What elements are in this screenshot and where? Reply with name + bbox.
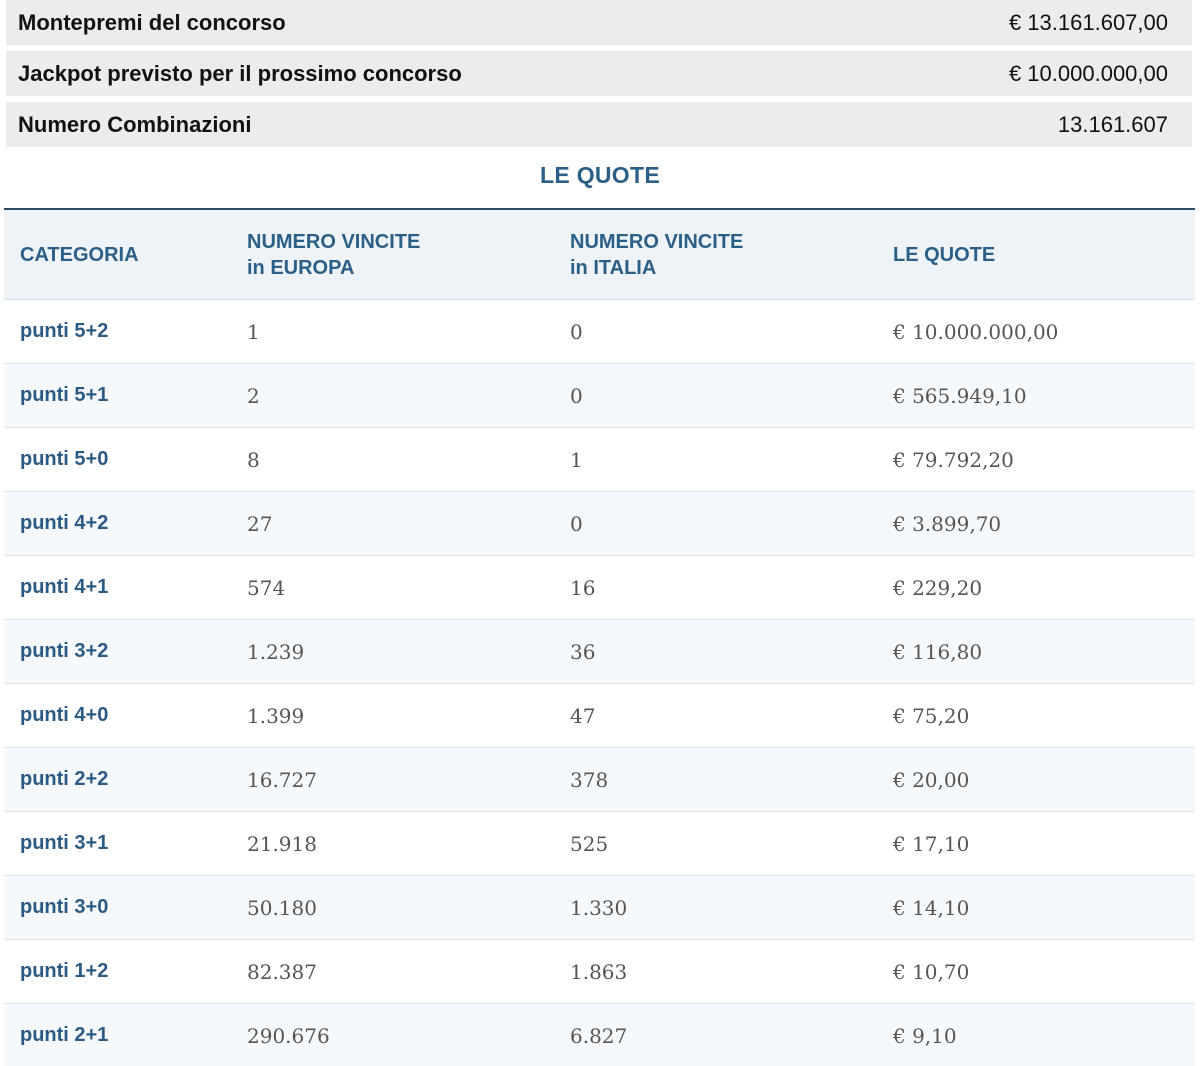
table-row: punti 2+1 290.676 6.827 € 9,10 <box>4 1004 1195 1066</box>
table-row: punti 3+0 50.180 1.330 € 14,10 <box>4 876 1195 940</box>
cell-italia: 1.863 <box>570 959 628 984</box>
summary-row-jackpot: Jackpot previsto per il prossimo concors… <box>6 51 1192 96</box>
cell-quota: € 116,80 <box>893 639 983 664</box>
table-row: punti 2+2 16.727 378 € 20,00 <box>4 748 1195 812</box>
table-row: punti 4+0 1.399 47 € 75,20 <box>4 684 1195 748</box>
cell-europa: 21.918 <box>247 831 317 856</box>
section-title: LE QUOTE <box>540 162 660 188</box>
cell-quota: € 17,10 <box>893 831 970 856</box>
header-categoria: CATEGORIA <box>20 243 139 266</box>
cell-categoria: punti 2+1 <box>20 1024 109 1046</box>
cell-categoria: punti 5+1 <box>20 384 109 406</box>
summary-label: Numero Combinazioni <box>18 111 252 137</box>
cell-europa: 82.387 <box>247 959 317 984</box>
table-row: punti 1+2 82.387 1.863 € 10,70 <box>4 940 1195 1004</box>
cell-europa: 1 <box>247 319 260 344</box>
header-quote: LE QUOTE <box>893 243 996 266</box>
header-europa: NUMERO VINCITE in EUROPA <box>247 229 570 281</box>
summary-value: € 13.161.607,00 <box>1008 9 1168 35</box>
cell-quota: € 565.949,10 <box>893 383 1027 408</box>
cell-categoria: punti 4+0 <box>20 704 109 726</box>
cell-quota: € 3.899,70 <box>893 511 1002 536</box>
cell-categoria: punti 3+1 <box>20 832 109 854</box>
cell-italia: 1.330 <box>570 895 628 920</box>
table-row: punti 4+2 27 0 € 3.899,70 <box>4 492 1195 556</box>
table-body: punti 5+2 1 0 € 10.000.000,00 punti 5+1 2 0 € 5… <box>4 300 1195 1066</box>
cell-quota: € 229,20 <box>893 575 983 600</box>
cell-italia: 16 <box>570 575 596 600</box>
summary-value: 13.161.607 <box>1057 111 1168 137</box>
cell-quota: € 14,10 <box>893 895 970 920</box>
cell-italia: 0 <box>570 511 583 536</box>
table-row: punti 3+1 21.918 525 € 17,10 <box>4 812 1195 876</box>
cell-quota: € 79.792,20 <box>893 447 1014 472</box>
cell-categoria: punti 4+1 <box>20 576 109 598</box>
cell-europa: 50.180 <box>247 895 317 920</box>
header-italia-line2: in ITALIA <box>570 256 657 279</box>
cell-europa: 27 <box>247 511 273 536</box>
summary-box: Montepremi del concorso € 13.161.607,00 … <box>6 0 1192 147</box>
header-italia: NUMERO VINCITE in ITALIA <box>570 229 893 281</box>
table-row: punti 5+1 2 0 € 565.949,10 <box>4 364 1195 428</box>
cell-italia: 36 <box>570 639 596 664</box>
table-header-row: CATEGORIA NUMERO VINCITE in EUROPA NUMER… <box>4 210 1195 300</box>
table-row: punti 4+1 574 16 € 229,20 <box>4 556 1195 620</box>
cell-italia: 525 <box>570 831 609 856</box>
cell-categoria: punti 1+2 <box>20 960 109 982</box>
cell-italia: 0 <box>570 383 583 408</box>
cell-europa: 1.239 <box>247 639 305 664</box>
cell-italia: 378 <box>570 767 609 792</box>
cell-quota: € 10.000.000,00 <box>893 319 1059 344</box>
cell-italia: 47 <box>570 703 596 728</box>
cell-italia: 6.827 <box>570 1023 628 1048</box>
cell-italia: 1 <box>570 447 583 472</box>
header-italia-line1: NUMERO VINCITE <box>570 230 744 253</box>
cell-categoria: punti 4+2 <box>20 512 109 534</box>
cell-europa: 8 <box>247 447 260 472</box>
cell-europa: 574 <box>247 575 286 600</box>
quote-table: CATEGORIA NUMERO VINCITE in EUROPA NUMER… <box>4 208 1195 1066</box>
cell-quota: € 9,10 <box>893 1023 957 1048</box>
cell-categoria: punti 2+2 <box>20 768 109 790</box>
cell-categoria: punti 3+2 <box>20 640 109 662</box>
table-row: punti 5+2 1 0 € 10.000.000,00 <box>4 300 1195 364</box>
cell-categoria: punti 3+0 <box>20 896 109 918</box>
cell-quota: € 75,20 <box>893 703 970 728</box>
summary-value: € 10.000.000,00 <box>1008 60 1168 86</box>
summary-row-combinazioni: Numero Combinazioni 13.161.607 <box>6 102 1192 147</box>
cell-quota: € 10,70 <box>893 959 970 984</box>
cell-categoria: punti 5+2 <box>20 320 109 342</box>
cell-europa: 290.676 <box>247 1023 330 1048</box>
cell-europa: 16.727 <box>247 767 317 792</box>
summary-label: Montepremi del concorso <box>18 9 286 35</box>
table-row: punti 5+0 8 1 € 79.792,20 <box>4 428 1195 492</box>
cell-europa: 1.399 <box>247 703 305 728</box>
cell-europa: 2 <box>247 383 260 408</box>
header-europa-line2: in EUROPA <box>247 256 355 279</box>
table-row: punti 3+2 1.239 36 € 116,80 <box>4 620 1195 684</box>
summary-label: Jackpot previsto per il prossimo concors… <box>18 60 462 86</box>
cell-quota: € 20,00 <box>893 767 970 792</box>
summary-row-montepremi: Montepremi del concorso € 13.161.607,00 <box>6 0 1192 45</box>
cell-categoria: punti 5+0 <box>20 448 109 470</box>
cell-italia: 0 <box>570 319 583 344</box>
header-europa-line1: NUMERO VINCITE <box>247 230 421 253</box>
